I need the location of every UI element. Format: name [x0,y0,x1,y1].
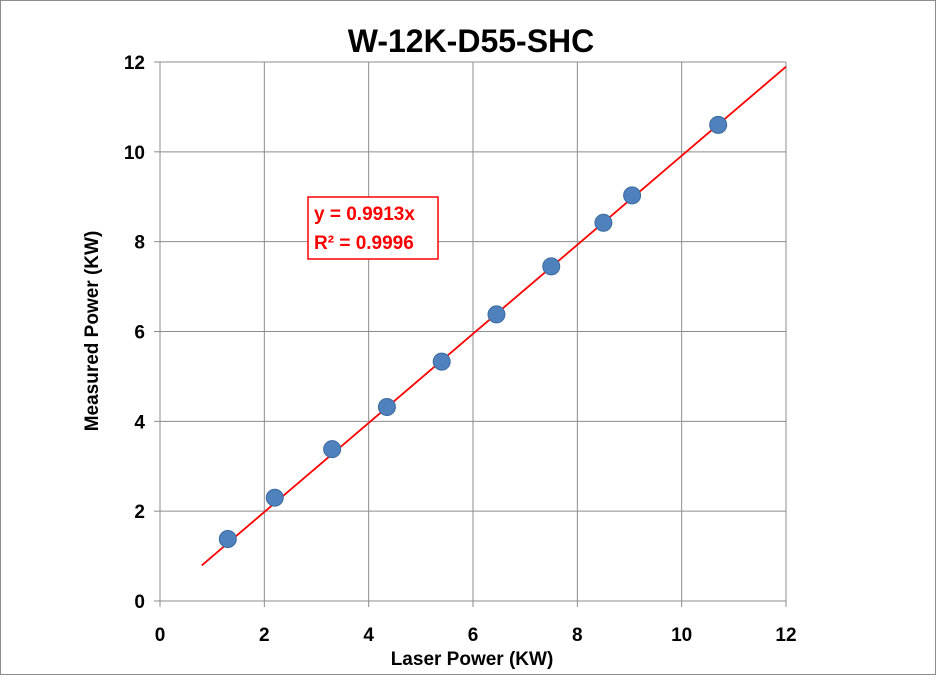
y-tick-label: 12 [124,53,145,74]
y-tick-label: 4 [134,412,145,433]
x-tick-label: 8 [572,625,583,646]
gridlines [154,61,787,607]
x-tick-label: 12 [775,625,796,646]
x-tick-label: 0 [155,625,166,646]
data-point [487,305,506,324]
data-points [218,115,728,549]
y-tick-label: 8 [134,233,145,254]
trendline-equation: y = 0.9913x [314,204,415,225]
x-axis-title: Laser Power (KW) [391,649,554,670]
data-point [323,440,342,459]
y-tick-label: 10 [124,143,145,164]
data-point [265,488,284,507]
data-point [218,530,237,549]
x-tick-label: 6 [468,625,479,646]
data-point [377,397,396,416]
trendline-equation-box: y = 0.9913x R² = 0.9996 [307,196,439,260]
x-tick-label: 10 [671,625,692,646]
data-point [623,186,642,205]
trendline-r-squared: R² = 0.9996 [314,233,414,254]
y-axis-title: Measured Power (KW) [82,231,103,432]
x-tick-label: 4 [363,625,374,646]
data-point [432,352,451,371]
data-point [594,213,613,232]
data-point [542,257,561,276]
tick-labels: 0 2 4 6 8 10 12 0 2 4 6 8 10 12 [124,53,797,646]
data-point [709,115,728,134]
y-tick-label: 6 [134,323,145,344]
y-tick-label: 0 [134,592,145,613]
y-tick-label: 2 [134,502,145,523]
x-tick-label: 2 [259,625,270,646]
chart-title: W-12K-D55-SHC [348,23,595,59]
